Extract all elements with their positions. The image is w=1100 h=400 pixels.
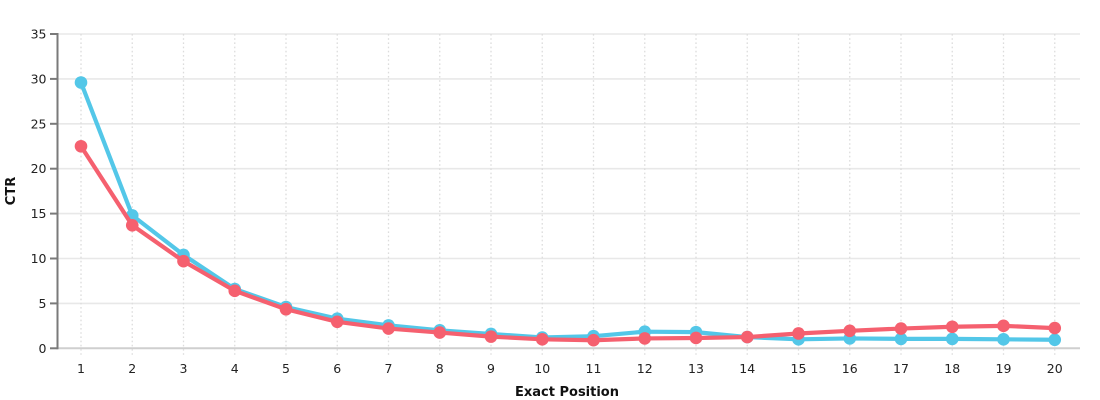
x-tick-label: 16 bbox=[842, 361, 858, 376]
y-tick-label: 5 bbox=[39, 296, 47, 311]
data-point-red-15[interactable] bbox=[792, 327, 805, 340]
x-tick-label: 10 bbox=[534, 361, 550, 376]
x-tick-label: 2 bbox=[128, 361, 136, 376]
data-point-red-18[interactable] bbox=[945, 320, 959, 334]
data-point-blue-17[interactable] bbox=[894, 332, 908, 346]
y-tick-label: 30 bbox=[31, 71, 47, 86]
data-series bbox=[74, 76, 1062, 347]
x-tick-label: 7 bbox=[385, 361, 393, 376]
data-point-red-11[interactable] bbox=[587, 333, 600, 347]
data-point-red-20[interactable] bbox=[1048, 321, 1062, 335]
y-tick-label: 35 bbox=[31, 27, 47, 42]
data-point-red-9[interactable] bbox=[484, 330, 498, 343]
data-point-red-3[interactable] bbox=[177, 254, 190, 268]
data-point-blue-20[interactable] bbox=[1048, 333, 1062, 347]
grid-lines bbox=[57, 33, 1080, 356]
y-tick-label: 0 bbox=[39, 341, 47, 356]
data-point-red-19[interactable] bbox=[997, 319, 1010, 333]
x-tick-label: 19 bbox=[996, 361, 1012, 376]
x-tick-label: 17 bbox=[893, 361, 909, 376]
y-axis-title: CTR bbox=[4, 177, 19, 205]
data-point-red-5[interactable] bbox=[279, 302, 293, 316]
data-point-red-13[interactable] bbox=[689, 331, 703, 345]
x-tick-label: 20 bbox=[1047, 361, 1063, 376]
data-point-red-7[interactable] bbox=[382, 322, 395, 335]
x-tick-label: 8 bbox=[436, 361, 444, 376]
x-tick-label: 15 bbox=[791, 361, 807, 376]
y-tick-label: 20 bbox=[31, 161, 47, 176]
x-tick-label: 14 bbox=[739, 361, 755, 376]
series-blue-line bbox=[78, 80, 1057, 342]
data-point-red-14[interactable] bbox=[740, 330, 754, 344]
x-tick-label: 12 bbox=[637, 361, 653, 376]
data-point-red-4[interactable] bbox=[228, 284, 242, 298]
data-point-red-8[interactable] bbox=[433, 326, 447, 339]
data-point-red-6[interactable] bbox=[330, 315, 344, 329]
x-tick-label: 11 bbox=[586, 361, 602, 376]
y-tick-label: 15 bbox=[31, 206, 47, 221]
data-point-red-10[interactable] bbox=[535, 333, 549, 346]
x-tick-label: 5 bbox=[282, 361, 290, 376]
x-tick-label: 1 bbox=[77, 361, 85, 376]
x-tick-label: 13 bbox=[688, 361, 704, 376]
data-point-red-12[interactable] bbox=[638, 332, 652, 345]
series-red-line bbox=[78, 144, 1057, 343]
data-point-red-2[interactable] bbox=[125, 218, 139, 232]
x-tick-label: 3 bbox=[180, 361, 188, 376]
y-tick-label: 10 bbox=[31, 251, 47, 266]
x-tick-label: 9 bbox=[487, 361, 495, 376]
data-point-blue-19[interactable] bbox=[997, 333, 1010, 346]
x-tick-label: 6 bbox=[333, 361, 341, 376]
data-point-red-1[interactable] bbox=[74, 139, 88, 153]
x-tick-label: 18 bbox=[944, 361, 960, 376]
data-point-red-16[interactable] bbox=[843, 324, 857, 338]
data-point-blue-18[interactable] bbox=[945, 332, 959, 346]
data-point-blue-1[interactable] bbox=[74, 76, 88, 89]
y-tick-label: 25 bbox=[31, 116, 47, 131]
x-axis-title: Exact Position bbox=[515, 385, 619, 400]
x-tick-label: 4 bbox=[231, 361, 239, 376]
data-point-red-17[interactable] bbox=[894, 322, 908, 335]
